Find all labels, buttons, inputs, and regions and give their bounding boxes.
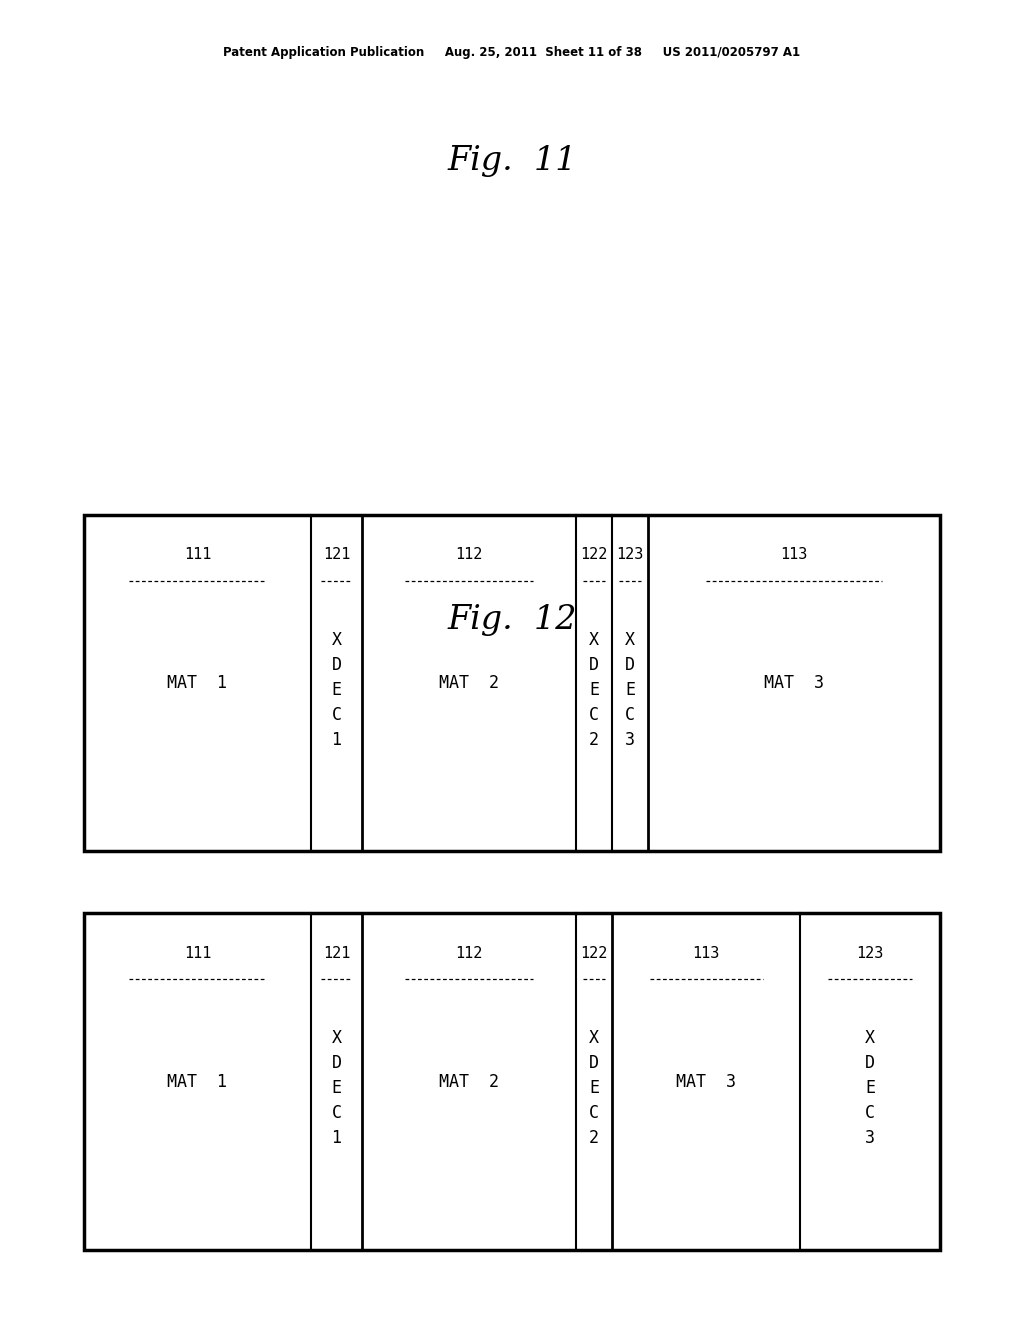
Text: 122: 122	[581, 546, 608, 562]
Text: 111: 111	[183, 546, 211, 562]
Text: X
D
E
C
1: X D E C 1	[332, 631, 342, 748]
Text: 121: 121	[323, 546, 350, 562]
Text: MAT  3: MAT 3	[676, 1073, 736, 1090]
Text: MAT  2: MAT 2	[439, 675, 499, 692]
Text: 112: 112	[456, 945, 483, 961]
Bar	[84, 913, 940, 1250]
Text: 123: 123	[856, 945, 884, 961]
Text: MAT  1: MAT 1	[167, 1073, 227, 1090]
Text: X
D
E
C
2: X D E C 2	[589, 1030, 599, 1147]
Text: 111: 111	[183, 945, 211, 961]
Text: Patent Application Publication     Aug. 25, 2011  Sheet 11 of 38     US 2011/020: Patent Application Publication Aug. 25, …	[223, 46, 801, 59]
Text: 112: 112	[456, 546, 483, 562]
Bar	[84, 515, 940, 851]
Text: X
D
E
C
3: X D E C 3	[625, 631, 635, 748]
Text: MAT  2: MAT 2	[439, 1073, 499, 1090]
Text: X
D
E
C
2: X D E C 2	[589, 631, 599, 748]
Text: X
D
E
C
3: X D E C 3	[865, 1030, 876, 1147]
Text: 113: 113	[692, 945, 720, 961]
Text: Fig.  12: Fig. 12	[447, 605, 577, 636]
Text: Fig.  11: Fig. 11	[447, 145, 577, 177]
Text: MAT  3: MAT 3	[764, 675, 824, 692]
Text: X
D
E
C
1: X D E C 1	[332, 1030, 342, 1147]
Text: MAT  1: MAT 1	[167, 675, 227, 692]
Text: 121: 121	[323, 945, 350, 961]
Text: 123: 123	[616, 546, 644, 562]
Text: 122: 122	[581, 945, 608, 961]
Text: 113: 113	[780, 546, 808, 562]
